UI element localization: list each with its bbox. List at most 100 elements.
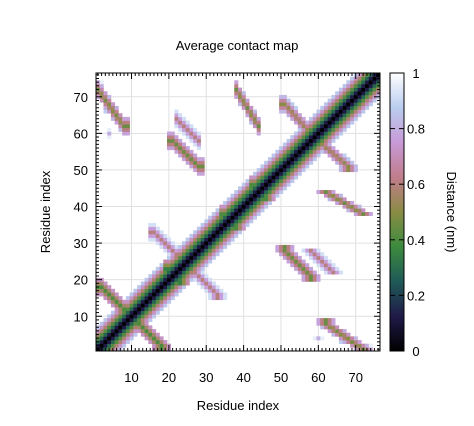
heatmap-cell	[286, 179, 291, 184]
heatmap-cell	[200, 277, 205, 282]
heatmap-cell	[320, 142, 325, 147]
colorbar	[389, 72, 405, 352]
heatmap-cell	[297, 168, 302, 173]
heatmap-cell	[163, 277, 168, 282]
heatmap-cell	[103, 288, 108, 293]
heatmap-cell	[279, 179, 284, 184]
heatmap-cell	[305, 277, 310, 282]
heatmap-cell	[155, 296, 160, 301]
heatmap-cell	[361, 80, 366, 85]
heatmap-cell	[342, 91, 347, 96]
heatmap-cell	[286, 102, 291, 107]
heatmap-cell	[361, 94, 366, 99]
heatmap-cell	[290, 259, 295, 264]
heatmap-cell	[234, 226, 239, 231]
heatmap-cell	[357, 102, 362, 107]
heatmap-cell	[297, 146, 302, 151]
heatmap-cell	[267, 157, 272, 162]
heatmap-cell	[286, 168, 291, 173]
heatmap-cell	[208, 215, 213, 220]
heatmap-cell	[241, 212, 246, 216]
heatmap-cell	[189, 127, 194, 132]
heatmap-cell	[178, 244, 183, 249]
heatmap-cell	[219, 212, 224, 216]
heatmap-cell	[312, 336, 317, 341]
heatmap-cell	[163, 281, 168, 286]
heatmap-cell	[271, 186, 276, 191]
heatmap-cell	[350, 120, 355, 125]
heatmap-cell	[286, 244, 291, 249]
heatmap-cell	[107, 296, 112, 301]
heatmap-cell	[110, 321, 115, 326]
heatmap-cell	[181, 259, 186, 264]
heatmap-cell	[167, 241, 172, 246]
heatmap-cell	[290, 102, 295, 107]
heatmap-cell	[282, 164, 287, 169]
heatmap-cell	[163, 343, 168, 348]
heatmap-cell	[323, 138, 328, 143]
heatmap-cell	[170, 285, 175, 290]
heatmap-cell	[144, 329, 149, 334]
heatmap-cell	[279, 149, 284, 154]
heatmap-cell	[335, 325, 340, 330]
heatmap-cell	[252, 204, 257, 209]
heatmap-cell	[230, 201, 235, 205]
heatmap-cell	[234, 230, 239, 235]
heatmap-cell	[144, 277, 149, 282]
heatmap-cell	[301, 135, 306, 140]
heatmap-cell	[234, 197, 239, 202]
heatmap-cell	[140, 321, 145, 326]
heatmap-cell	[103, 292, 108, 297]
heatmap-cell	[245, 105, 250, 110]
heatmap-cell	[122, 332, 127, 337]
heatmap-cell	[305, 270, 310, 275]
heatmap-cell	[286, 149, 291, 154]
heatmap-cell	[271, 171, 276, 176]
heatmap-cell	[357, 212, 362, 216]
heatmap-cell	[252, 109, 257, 114]
heatmap-cell	[346, 157, 351, 162]
heatmap-cell	[323, 124, 328, 129]
heatmap-cell	[320, 113, 325, 118]
heatmap-cell	[152, 332, 157, 337]
heatmap-cell	[282, 175, 287, 180]
heatmap-cell	[211, 296, 216, 301]
heatmap-cell	[282, 102, 287, 107]
heatmap-cell	[342, 98, 347, 103]
heatmap-cell	[320, 325, 325, 330]
heatmap-cell	[107, 314, 112, 319]
heatmap-cell	[196, 281, 201, 286]
heatmap-cell	[167, 259, 172, 264]
heatmap-cell	[286, 153, 291, 158]
heatmap-cell	[152, 270, 157, 275]
heatmap-cell	[275, 157, 280, 162]
heatmap-cell	[178, 248, 183, 253]
heatmap-cell	[189, 248, 194, 253]
heatmap-cell	[346, 124, 351, 129]
heatmap-cell	[241, 91, 246, 96]
heatmap-cell	[342, 127, 347, 132]
heatmap-cell	[279, 146, 284, 151]
heatmap-cell	[286, 109, 291, 114]
heatmap-cell	[305, 120, 310, 125]
heatmap-cell	[178, 277, 183, 282]
heatmap-cell	[350, 113, 355, 118]
heatmap-cell	[361, 83, 366, 88]
heatmap-cell	[275, 171, 280, 176]
heatmap-cell	[294, 171, 299, 176]
heatmap-cell	[193, 142, 198, 147]
heatmap-cell	[256, 179, 261, 184]
heatmap-cell	[245, 208, 250, 213]
heatmap-cell	[152, 277, 157, 282]
heatmap-cell	[148, 318, 153, 323]
heatmap-cell	[208, 288, 213, 293]
heatmap-cell	[185, 263, 190, 268]
heatmap-cell	[215, 208, 220, 213]
heatmap-cell	[245, 102, 250, 107]
heatmap-cell	[271, 153, 276, 158]
heatmap-cell	[189, 131, 194, 136]
heatmap-cell	[170, 146, 175, 151]
heatmap-cell	[110, 314, 115, 319]
heatmap-cell	[279, 153, 284, 158]
heatmap-cell	[155, 281, 160, 286]
